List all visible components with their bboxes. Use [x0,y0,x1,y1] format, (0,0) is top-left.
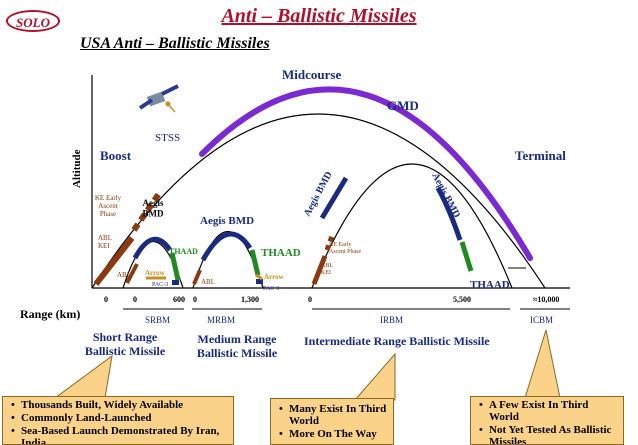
gmd-arc [199,86,533,261]
range-tick: 600 [173,295,185,304]
text-line: KEI [98,242,110,250]
abl-short-bar [125,263,139,284]
medium-range-name: Medium Range Ballistic Missile [197,332,278,360]
text-line: Phase [100,210,116,218]
page-subtitle: USA Anti – Ballistic Missiles [80,35,270,52]
range-tick: 0 [193,295,197,304]
page-title: Anti – Ballistic Missiles [221,5,417,27]
text-line: ABL [98,234,112,242]
callout-item: Commonly Land-Launched [11,412,228,424]
text-line: KE Early [329,242,352,248]
aegis-short-arc [132,236,173,260]
phase-midcourse: Midcourse [282,67,341,82]
thaad-short-label: THAAD [169,247,198,256]
range-tick: 5,500 [453,295,471,304]
ke-early-irbm-label: KE Early Ascent Phase [329,242,361,255]
range-tick: 0 [133,295,137,304]
aegis-short-label: Aegis BMD [143,198,164,218]
arrow-short-label: Arrow [145,269,166,277]
icbm-callout-pointer [524,329,561,399]
text-line: KE Early [95,194,122,202]
short-range-callout: Thousands Built, Widely Available Common… [2,396,234,445]
icbm-callout: A Few Exist In Third World Not Yet Teste… [470,396,624,445]
pac3-short-marker [172,280,179,285]
mrbm-label: MRBM [207,315,235,325]
abl-short-label: ABL [117,271,131,279]
thaad-medium-bar [249,249,261,276]
aegis-irbm-left-label: Aegis BMD [302,170,335,219]
text-line: KEI [321,270,331,276]
text-line: Medium Range [198,332,278,346]
thaad-irbm-bar [459,241,474,272]
phase-terminal: Terminal [515,148,566,163]
gmd-label: GMD [387,98,419,113]
arrow-medium-bar [255,273,263,281]
text-line: Short Range [93,330,158,344]
phase-boost: Boost [100,148,132,163]
thaad-long-label: THAAD [470,279,510,291]
irbm-label: IRBM [380,315,403,325]
aegis-irbm-right-arc [435,186,463,241]
irbm-trajectory [311,163,513,289]
range-tick: 1,300 [241,295,259,304]
intermediate-range-name: Intermediate Range Ballistic Missile [304,334,490,348]
callout-item: Not Yet Tested As Ballistic Missiles [479,424,618,444]
aegis-medium-arc [200,231,253,262]
thaad-medium-label: THAAD [261,247,301,259]
abl-kei-left-label: ABL KEI [98,234,112,250]
callout-item: Many Exist In Third World [279,403,388,427]
thaad-short-bar [169,252,181,281]
range-tick: 0 [104,295,108,304]
arrow-medium-label: Arrow [264,273,285,281]
pac3-medium-label: PAC-3 [263,286,279,292]
callout-item: More On The Way [279,428,388,440]
icbm-trajectory [91,113,546,289]
abl-medium-bar [192,269,202,285]
text-line: ABL [321,263,333,269]
range-label: Range (km) [20,307,80,321]
pac3-short-label: PAC-3 [152,282,168,288]
ke-early-left-label: KE Early Ascent Phase [95,194,122,218]
stss-label: STSS [155,132,180,144]
aegis-medium-label: Aegis BMD [200,215,254,227]
abl-kei-irbm-bar [311,255,328,285]
intermediate-range-callout: Many Exist In Third World More On The Wa… [270,398,394,445]
abl-medium-label: ABL [201,278,215,286]
stss-satellite-icon [138,84,179,113]
callout-item: A Few Exist In Third World [479,399,618,423]
icbm-label: ICBM [530,315,553,325]
altitude-label: Altitude [71,149,83,188]
text-line: Aegis [143,198,164,208]
solo-logo: SOLO [6,10,60,32]
text-line: BMD [143,208,164,218]
text-line: Ascent Phase [329,249,361,255]
callout-item: Sea-Based Launch Demonstrated By Iran, I… [11,425,228,444]
callout-item: Thousands Built, Widely Available [11,399,228,411]
abl-kei-left-bar [93,236,135,286]
short-range-name: Short Range Ballistic Missile [85,330,166,358]
range-tick: ≈10,000 [533,295,559,304]
ke-early-left-bar [131,190,163,232]
abl-kei-irbm-label: ABL KEI [321,263,333,276]
ke-early-irbm-bar [324,235,335,251]
text-line: Ballistic Missile [197,346,278,360]
short-callout-pointer [53,354,113,399]
text-line: Ballistic Missile [85,344,166,358]
pac3-medium-marker [256,279,263,284]
text-line: Ascent [98,202,117,210]
srbm-label: SRBM [145,315,170,325]
aegis-irbm-left-bar [319,176,349,220]
intermediate-callout-pointer [353,352,396,401]
range-tick: 0 [308,295,312,304]
